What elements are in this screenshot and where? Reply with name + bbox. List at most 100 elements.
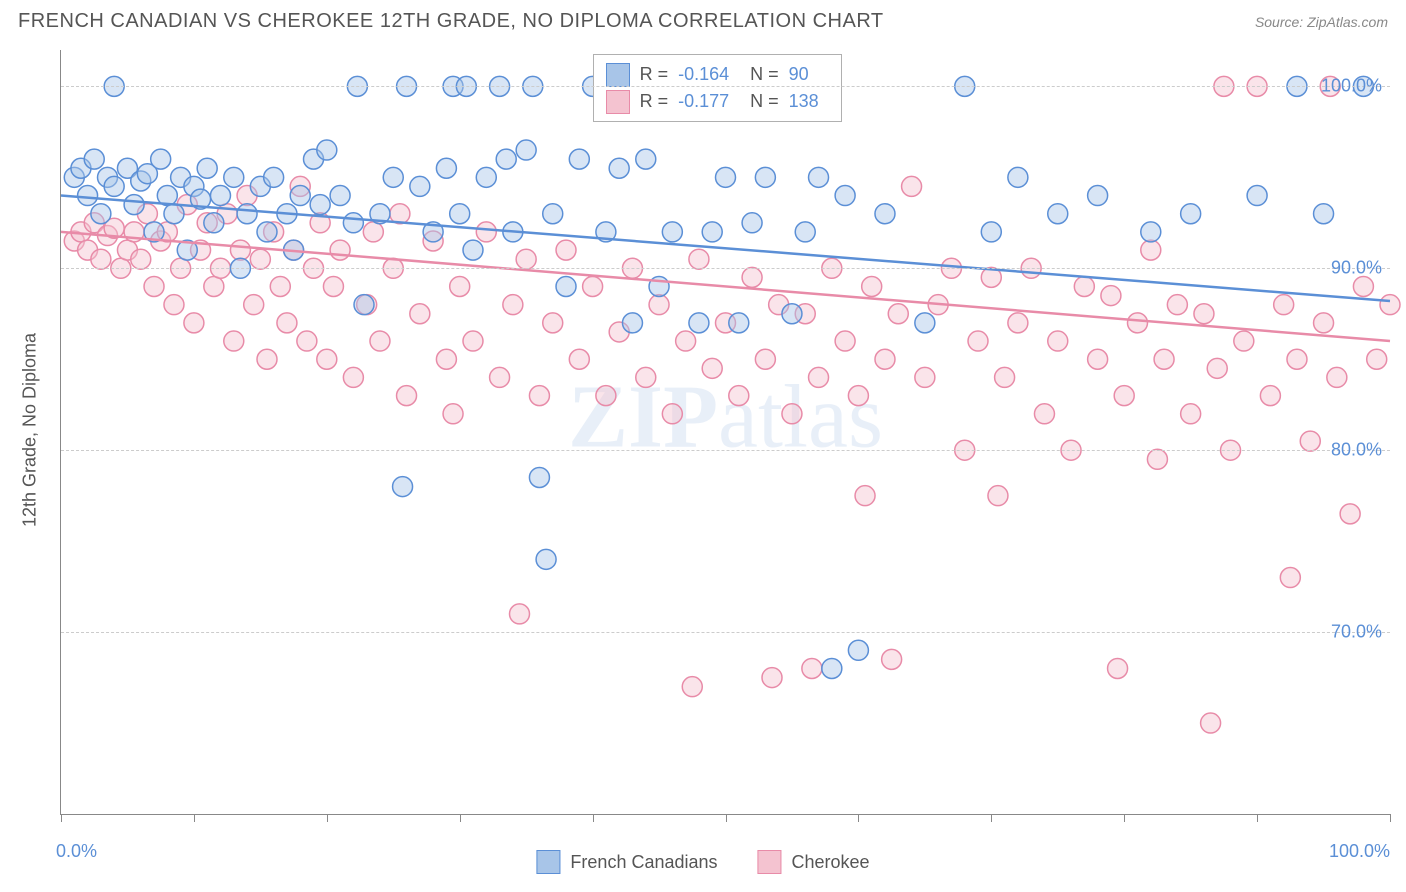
scatter-point (556, 276, 576, 296)
scatter-point (237, 204, 257, 224)
scatter-point (782, 304, 802, 324)
scatter-point (343, 213, 363, 233)
scatter-point (809, 367, 829, 387)
scatter-point (1127, 313, 1147, 333)
scatter-point (164, 204, 184, 224)
scatter-point (354, 295, 374, 315)
legend-n-value-1: 138 (789, 88, 829, 115)
scatter-point (277, 313, 297, 333)
scatter-point (151, 149, 171, 169)
bottom-legend-item-0: French Canadians (536, 850, 717, 874)
scatter-point (1194, 304, 1214, 324)
scatter-point (323, 276, 343, 296)
scatter-point (716, 167, 736, 187)
scatter-point (250, 249, 270, 269)
scatter-point (317, 349, 337, 369)
scatter-point (875, 204, 895, 224)
scatter-point (1274, 295, 1294, 315)
scatter-point (317, 140, 337, 160)
scatter-point (1114, 386, 1134, 406)
scatter-point (383, 167, 403, 187)
scatter-point (888, 304, 908, 324)
scatter-point (1287, 349, 1307, 369)
x-tick (991, 814, 992, 822)
scatter-point (543, 313, 563, 333)
scatter-point (363, 222, 383, 242)
scatter-point (144, 276, 164, 296)
scatter-point (450, 276, 470, 296)
scatter-point (210, 186, 230, 206)
scatter-point (583, 276, 603, 296)
scatter-point (476, 222, 496, 242)
bottom-legend-label-1: Cherokee (792, 852, 870, 873)
scatter-point (224, 167, 244, 187)
y-tick-label: 90.0% (1331, 258, 1382, 279)
scatter-point (1034, 404, 1054, 424)
scatter-point (1048, 331, 1068, 351)
scatter-point (1048, 204, 1068, 224)
scatter-point (649, 295, 669, 315)
scatter-point (755, 167, 775, 187)
scatter-point (662, 404, 682, 424)
scatter-point (1008, 313, 1028, 333)
x-tick (1124, 814, 1125, 822)
scatter-point (91, 204, 111, 224)
scatter-point (410, 176, 430, 196)
scatter-point (689, 313, 709, 333)
scatter-point (556, 240, 576, 260)
scatter-point (1108, 658, 1128, 678)
gridline (61, 450, 1390, 451)
scatter-point (1340, 504, 1360, 524)
x-tick (726, 814, 727, 822)
x-axis-max-label: 100.0% (1329, 841, 1390, 862)
legend-swatch-0 (606, 63, 630, 87)
scatter-point (516, 249, 536, 269)
scatter-point (676, 331, 696, 351)
scatter-point (124, 195, 144, 215)
scatter-point (862, 276, 882, 296)
scatter-point (529, 467, 549, 487)
scatter-point (915, 313, 935, 333)
scatter-point (1327, 367, 1347, 387)
x-tick (327, 814, 328, 822)
legend-n-label: N = (750, 61, 779, 88)
scatter-point (848, 640, 868, 660)
scatter-point (902, 176, 922, 196)
y-tick-label: 80.0% (1331, 440, 1382, 461)
scatter-point (662, 222, 682, 242)
scatter-point (882, 649, 902, 669)
legend-r-label: R = (640, 88, 669, 115)
scatter-point (450, 204, 470, 224)
chart-title: FRENCH CANADIAN VS CHEROKEE 12TH GRADE, … (18, 10, 884, 33)
scatter-point (516, 140, 536, 160)
x-tick (858, 814, 859, 822)
x-tick (194, 814, 195, 822)
gridline (61, 268, 1390, 269)
scatter-point (164, 295, 184, 315)
scatter-point (343, 367, 363, 387)
scatter-point (1314, 204, 1334, 224)
scatter-point (1147, 449, 1167, 469)
scatter-point (184, 313, 204, 333)
scatter-point (1207, 358, 1227, 378)
scatter-point (84, 149, 104, 169)
scatter-point (443, 404, 463, 424)
scatter-point (1314, 313, 1334, 333)
y-tick-label: 70.0% (1331, 622, 1382, 643)
scatter-point (1260, 386, 1280, 406)
scatter-point (729, 313, 749, 333)
scatter-point (1181, 204, 1201, 224)
scatter-point (915, 367, 935, 387)
scatter-point (104, 176, 124, 196)
bottom-legend-swatch-0 (536, 850, 560, 874)
scatter-point (1141, 222, 1161, 242)
scatter-point (1300, 431, 1320, 451)
bottom-legend-label-0: French Canadians (570, 852, 717, 873)
scatter-point (702, 358, 722, 378)
scatter-point (742, 213, 762, 233)
scatter-point (330, 240, 350, 260)
chart-plot-area: ZIPatlas R = -0.164 N = 90 R = -0.177 N … (60, 50, 1390, 815)
scatter-point (1353, 276, 1373, 296)
scatter-point (1367, 349, 1387, 369)
scatter-point (822, 658, 842, 678)
